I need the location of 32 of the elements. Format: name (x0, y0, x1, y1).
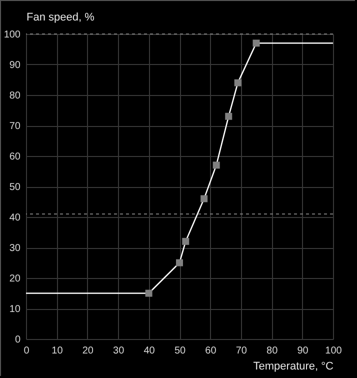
point (182, 238, 190, 245)
point (225, 112, 232, 120)
point (176, 259, 183, 266)
point (252, 40, 260, 47)
x-axis-title: Temperature, °C (253, 360, 334, 372)
x-tick-label: 10 (52, 346, 64, 356)
y-tick-label: 10 (9, 304, 21, 315)
y-tick-label: 90 (9, 60, 21, 71)
x-tick-label: 70 (236, 346, 248, 356)
point (200, 195, 208, 202)
x-tick-label: 60 (205, 346, 217, 356)
y-tick-label: 0 (14, 334, 21, 346)
x-tick-label: 100 (325, 346, 342, 356)
x-tick-label: 0 (24, 346, 30, 356)
point (234, 79, 242, 86)
x-tick-label: 30 (113, 346, 125, 356)
x-tick-label: 20 (82, 346, 94, 356)
x-tick-label: 40 (144, 346, 156, 356)
y-tick-label: 40 (9, 212, 21, 224)
x-tick-label: 90 (297, 346, 309, 356)
y-tick-label: 20 (9, 274, 21, 284)
y-tick-label: 60 (9, 152, 21, 162)
x-tick-label: 50 (174, 346, 186, 356)
y-tick-label: 100 (4, 30, 21, 40)
point (212, 162, 220, 169)
y-tick-label: 50 (9, 182, 21, 193)
point (145, 290, 152, 297)
y-axis-title: Fan speed, % (26, 12, 95, 24)
y-tick-label: 70 (9, 121, 21, 132)
y-tick-label: 30 (9, 243, 21, 254)
y-tick-label: 80 (9, 90, 21, 102)
x-tick-label: 80 (266, 346, 278, 356)
